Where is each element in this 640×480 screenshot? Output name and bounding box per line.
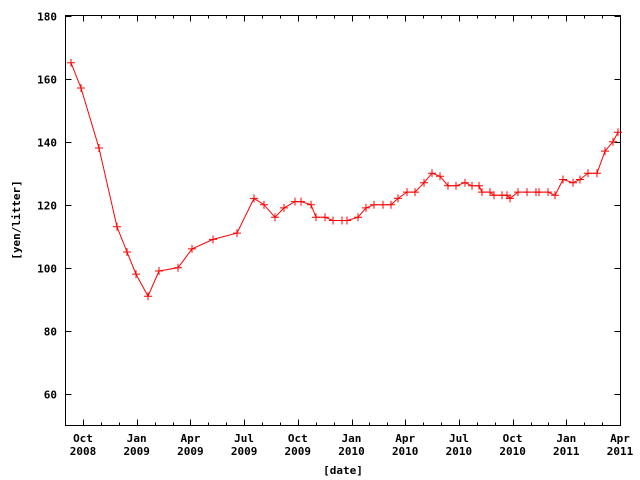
plus-marker-icon <box>436 172 444 181</box>
x-tick-label: 2010 <box>499 445 526 458</box>
plus-marker-icon <box>461 178 469 187</box>
plus-marker-icon <box>233 229 241 238</box>
y-tick-label: 140 <box>37 137 57 150</box>
plus-marker-icon <box>403 188 411 197</box>
plus-marker-icon <box>155 267 163 275</box>
plus-marker-icon <box>321 213 329 222</box>
y-tick-label: 160 <box>37 74 57 87</box>
plus-marker-icon <box>144 292 152 301</box>
x-tick-label: 2009 <box>285 445 312 458</box>
plus-marker-icon <box>559 175 567 184</box>
x-axis-label: [date] <box>323 464 363 477</box>
plus-marker-icon <box>123 248 131 256</box>
plus-marker-icon <box>452 181 460 190</box>
plus-marker-icon <box>428 169 436 178</box>
x-tick-label: Oct <box>73 432 93 445</box>
plus-marker-icon <box>609 137 617 146</box>
plus-marker-icon <box>394 194 402 203</box>
plus-marker-icon <box>209 235 217 244</box>
plus-marker-icon <box>490 191 498 200</box>
y-tick-label: 120 <box>37 200 57 213</box>
plus-marker-icon <box>343 216 351 225</box>
plus-marker-icon <box>260 200 268 209</box>
y-axis-ticks: 60 80 100 120 140 160 180 <box>37 11 621 402</box>
plot-frame <box>65 15 621 426</box>
x-tick-label: Jul <box>234 432 254 445</box>
plus-marker-icon <box>132 270 140 279</box>
x-tick-label: Jan <box>556 432 576 445</box>
plus-marker-icon <box>544 188 552 197</box>
x-axis-ticks: Oct2008Jan2009Apr2009Jul2009Oct2009Jan20… <box>70 15 634 458</box>
y-tick-label: 80 <box>44 326 57 339</box>
y-tick-label: 100 <box>37 263 57 276</box>
x-tick-label: 2009 <box>231 445 258 458</box>
plus-marker-icon <box>593 169 601 178</box>
plus-marker-icon <box>411 188 419 197</box>
plus-marker-icon <box>535 188 543 197</box>
plus-marker-icon <box>601 147 609 156</box>
x-tick-label: 2010 <box>338 445 365 458</box>
plus-marker-icon <box>250 194 258 203</box>
plus-marker-icon <box>514 188 522 197</box>
plus-marker-icon <box>486 188 494 197</box>
plus-marker-icon <box>506 194 514 203</box>
x-tick-label: 2009 <box>123 445 150 458</box>
x-tick-label: Apr <box>610 432 630 445</box>
plus-marker-icon <box>307 200 315 209</box>
plus-marker-icon <box>420 178 428 187</box>
x-tick-label: Apr <box>395 432 415 445</box>
plus-marker-icon <box>379 200 387 209</box>
x-tick-label: Oct <box>503 432 523 445</box>
plus-marker-icon <box>362 203 370 212</box>
x-tick-label: Apr <box>180 432 200 445</box>
data-point-markers <box>67 58 622 301</box>
plus-marker-icon <box>551 191 559 200</box>
y-tick-label: 60 <box>44 389 57 402</box>
plus-marker-icon <box>280 203 288 212</box>
x-tick-label: 2011 <box>607 445 634 458</box>
plus-marker-icon <box>523 188 531 197</box>
plus-marker-icon <box>584 169 592 178</box>
plus-marker-icon <box>569 178 577 187</box>
plus-marker-icon <box>387 200 395 209</box>
plus-marker-icon <box>475 181 483 190</box>
plus-marker-icon <box>444 181 452 190</box>
plus-marker-icon <box>188 244 196 253</box>
plus-marker-icon <box>468 181 476 190</box>
x-tick-label: Jul <box>449 432 469 445</box>
y-axis-label: [yen/litter] <box>10 180 23 259</box>
plus-marker-icon <box>614 128 622 137</box>
x-tick-label: 2009 <box>177 445 204 458</box>
plus-marker-icon <box>576 175 584 184</box>
plus-marker-icon <box>370 200 378 209</box>
y-tick-label: 180 <box>37 11 57 24</box>
x-tick-label: Jan <box>127 432 147 445</box>
plus-marker-icon <box>67 58 75 67</box>
x-tick-label: 2010 <box>392 445 419 458</box>
plus-marker-icon <box>329 216 337 225</box>
plus-marker-icon <box>113 222 121 231</box>
plus-marker-icon <box>95 144 103 152</box>
plus-marker-icon <box>312 213 320 222</box>
x-tick-label: Oct <box>288 432 308 445</box>
price-line <box>70 62 619 298</box>
plus-marker-icon <box>297 197 305 206</box>
plus-marker-icon <box>478 188 486 197</box>
x-tick-label: 2011 <box>553 445 580 458</box>
x-tick-label: 2008 <box>70 445 97 458</box>
x-tick-label: Jan <box>342 432 362 445</box>
plus-marker-icon <box>77 84 85 92</box>
x-tick-label: 2010 <box>446 445 473 458</box>
plus-marker-icon <box>271 213 279 222</box>
plus-marker-icon <box>354 213 362 222</box>
plus-marker-icon <box>174 263 182 272</box>
